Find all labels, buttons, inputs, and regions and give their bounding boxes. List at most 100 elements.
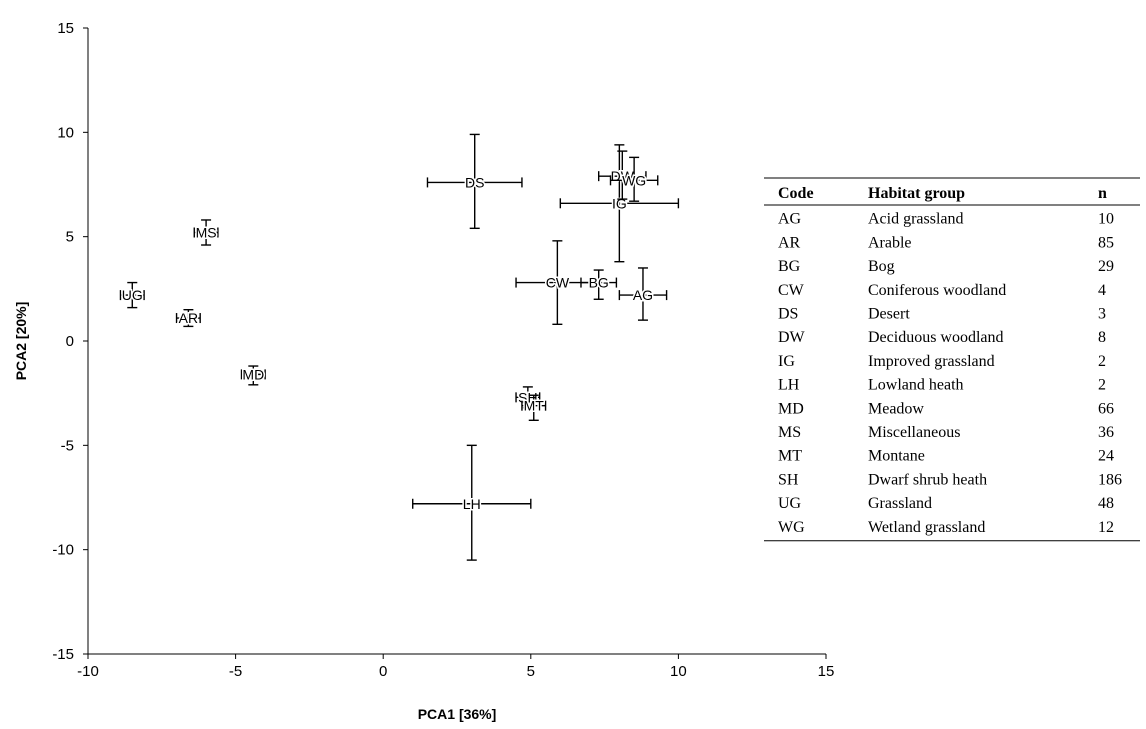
x-tick-label: -10 <box>77 663 99 680</box>
legend-row: CW Coniferous woodland 4 <box>778 282 1106 299</box>
legend-row: AG Acid grassland 10 <box>778 211 1114 228</box>
legend-cell: 10 <box>1098 211 1114 228</box>
legend-row: BG Bog 29 <box>778 258 1114 275</box>
legend-row: DW Deciduous woodland 8 <box>778 329 1106 346</box>
point-wg: WG <box>609 156 659 202</box>
legend-cell: MT <box>778 448 802 465</box>
legend-cell: AG <box>778 211 802 228</box>
legend-cell: Dwarf shrub heath <box>868 471 987 488</box>
legend-cell: BG <box>778 258 801 275</box>
legend-row: UG Grassland 48 <box>778 495 1114 512</box>
point-ds: DS <box>426 133 523 230</box>
point-label: MS <box>196 224 217 240</box>
legend-row: IG Improved grassland 2 <box>778 353 1106 370</box>
legend-cell: Grassland <box>868 495 932 512</box>
legend-row: DS Desert 3 <box>778 306 1106 323</box>
point-ug: UG <box>119 281 145 309</box>
legend-cell: CW <box>778 282 805 299</box>
y-tick-label: 0 <box>66 333 74 350</box>
legend-row: WG Wetland grassland 12 <box>778 519 1114 536</box>
legend-row: AR Arable 85 <box>778 234 1114 251</box>
legend-cell: Montane <box>868 448 925 465</box>
point-ar: AR <box>175 309 201 328</box>
y-tick-label: -5 <box>61 437 74 454</box>
x-tick-label: -5 <box>229 663 242 680</box>
legend-cell: SH <box>778 471 799 488</box>
point-ag: AG <box>618 267 668 321</box>
legend-cell: MS <box>778 424 801 441</box>
legend-table: Code Habitat group n AG Acid grassland 10 AR Ar… <box>764 177 1140 542</box>
y-tick-label: 5 <box>66 229 74 246</box>
legend-cell: 24 <box>1098 448 1114 465</box>
point-label: BG <box>589 275 609 291</box>
legend-row: MD Meadow 66 <box>778 400 1114 417</box>
legend-cell: Bog <box>868 258 895 275</box>
legend-cell: IG <box>778 353 795 370</box>
legend-cell: WG <box>778 519 805 536</box>
legend-cell: 12 <box>1098 519 1114 536</box>
legend-cell: 4 <box>1098 282 1106 299</box>
legend-cell: LH <box>778 377 800 394</box>
x-tick-label: 5 <box>527 663 535 680</box>
legend-header: Code <box>778 185 814 202</box>
legend-cell: Meadow <box>868 400 924 417</box>
point-label: IG <box>612 195 627 211</box>
legend-header: Habitat group <box>868 185 965 202</box>
point-label: MD <box>242 366 264 382</box>
point-mt: MT <box>521 394 547 421</box>
legend-cell: 66 <box>1098 400 1114 417</box>
legend-cell: Improved grassland <box>868 353 995 370</box>
x-tick-label: 10 <box>670 663 687 680</box>
point-md: MD <box>240 365 266 386</box>
legend-cell: Deciduous woodland <box>868 329 1004 346</box>
legend-cell: 3 <box>1098 306 1106 323</box>
y-tick-label: -10 <box>52 542 74 559</box>
legend-cell: DS <box>778 306 798 323</box>
point-ms: MS <box>193 219 219 246</box>
legend-cell: MD <box>778 400 804 417</box>
legend-cell: Arable <box>868 234 912 251</box>
legend-row: MT Montane 24 <box>778 448 1114 465</box>
legend-cell: Acid grassland <box>868 211 964 228</box>
point-label: AR <box>179 310 198 326</box>
point-ig: IG <box>559 144 680 263</box>
legend-cell: Wetland grassland <box>868 519 985 536</box>
point-lh: LH <box>412 444 532 561</box>
legend-cell: 186 <box>1098 471 1122 488</box>
legend-cell: 48 <box>1098 495 1114 512</box>
y-tick-label: 10 <box>57 124 74 141</box>
legend-cell: UG <box>778 495 802 512</box>
point-label: CW <box>546 275 570 291</box>
x-axis-title: PCA1 [36%] <box>418 706 497 722</box>
point-label: WG <box>622 172 646 188</box>
legend-cell: AR <box>778 234 801 251</box>
legend-cell: Miscellaneous <box>868 424 960 441</box>
legend-cell: Coniferous woodland <box>868 282 1006 299</box>
legend-row: MS Miscellaneous 36 <box>778 424 1114 441</box>
legend-row: SH Dwarf shrub heath 186 <box>778 471 1122 488</box>
point-label: AG <box>633 287 653 303</box>
point-cw: CW <box>515 240 600 326</box>
point-bg: BG <box>580 269 618 300</box>
y-tick-label: 15 <box>57 20 74 37</box>
point-label: LH <box>463 496 481 512</box>
legend-cell: 36 <box>1098 424 1114 441</box>
legend-cell: 8 <box>1098 329 1106 346</box>
legend-cell: 85 <box>1098 234 1114 251</box>
y-axis-title: PCA2 [20%] <box>13 302 29 381</box>
legend-row: LH Lowland heath 2 <box>778 377 1106 394</box>
legend-header: n <box>1098 185 1107 202</box>
legend-cell: DW <box>778 329 806 346</box>
legend-cell: 2 <box>1098 353 1106 370</box>
legend-cell: 2 <box>1098 377 1106 394</box>
point-label: UG <box>122 287 143 303</box>
y-tick-label: -15 <box>52 646 74 663</box>
legend-cell: 29 <box>1098 258 1114 275</box>
x-tick-label: 15 <box>818 663 835 680</box>
legend-cell: Lowland heath <box>868 377 964 394</box>
point-label: DS <box>465 174 484 190</box>
